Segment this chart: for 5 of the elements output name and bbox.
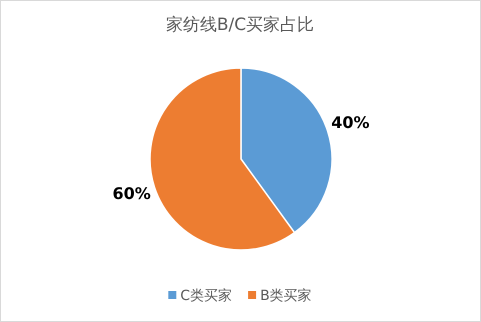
legend-label: C类买家: [180, 288, 232, 304]
data-label: 60%: [112, 184, 151, 203]
data-label: 40%: [331, 112, 370, 132]
legend-label: B类买家: [260, 288, 312, 304]
chart-title: 家纺线B/C买家占比: [166, 15, 314, 35]
